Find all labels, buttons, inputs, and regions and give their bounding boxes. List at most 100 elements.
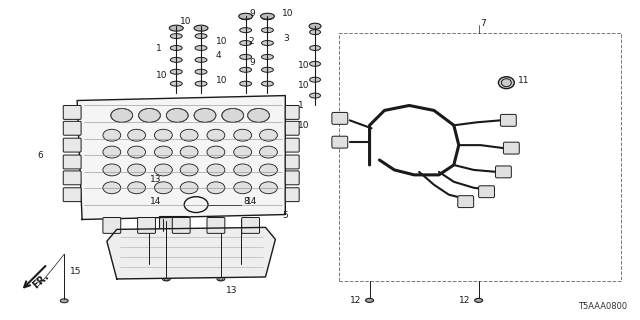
Text: 3: 3 bbox=[284, 34, 289, 43]
Ellipse shape bbox=[170, 34, 182, 39]
Ellipse shape bbox=[180, 164, 198, 176]
Ellipse shape bbox=[154, 164, 172, 176]
Ellipse shape bbox=[240, 67, 252, 72]
Text: 10: 10 bbox=[156, 71, 168, 80]
Ellipse shape bbox=[170, 57, 182, 62]
Ellipse shape bbox=[103, 164, 121, 176]
Ellipse shape bbox=[262, 67, 273, 72]
Ellipse shape bbox=[180, 129, 198, 141]
Text: 10: 10 bbox=[298, 121, 310, 130]
Ellipse shape bbox=[222, 108, 244, 122]
Text: 2: 2 bbox=[248, 36, 254, 45]
Ellipse shape bbox=[234, 129, 252, 141]
FancyBboxPatch shape bbox=[63, 188, 81, 202]
Ellipse shape bbox=[260, 13, 275, 19]
FancyBboxPatch shape bbox=[285, 106, 299, 119]
Ellipse shape bbox=[365, 298, 374, 302]
Ellipse shape bbox=[103, 129, 121, 141]
FancyBboxPatch shape bbox=[138, 218, 156, 233]
Text: 5: 5 bbox=[282, 211, 288, 220]
FancyBboxPatch shape bbox=[172, 218, 190, 233]
Ellipse shape bbox=[234, 182, 252, 194]
FancyBboxPatch shape bbox=[332, 136, 348, 148]
Ellipse shape bbox=[128, 182, 145, 194]
Ellipse shape bbox=[154, 146, 172, 158]
Ellipse shape bbox=[154, 129, 172, 141]
Ellipse shape bbox=[262, 28, 273, 33]
Ellipse shape bbox=[195, 45, 207, 51]
Ellipse shape bbox=[166, 108, 188, 122]
Ellipse shape bbox=[260, 182, 277, 194]
Ellipse shape bbox=[248, 108, 269, 122]
Ellipse shape bbox=[240, 81, 252, 86]
Ellipse shape bbox=[262, 15, 273, 20]
Text: 10: 10 bbox=[282, 9, 294, 18]
Text: 12: 12 bbox=[459, 296, 470, 305]
Text: T5AAA0800: T5AAA0800 bbox=[578, 302, 627, 311]
Text: 15: 15 bbox=[70, 267, 82, 276]
Ellipse shape bbox=[240, 41, 252, 45]
Text: 10: 10 bbox=[216, 36, 227, 45]
Ellipse shape bbox=[207, 164, 225, 176]
Text: 9: 9 bbox=[250, 9, 255, 18]
Text: 14: 14 bbox=[150, 197, 161, 206]
Text: FR.: FR. bbox=[31, 271, 51, 291]
FancyBboxPatch shape bbox=[63, 138, 81, 152]
Text: 8: 8 bbox=[244, 197, 250, 206]
Ellipse shape bbox=[217, 277, 225, 281]
Ellipse shape bbox=[234, 146, 252, 158]
Ellipse shape bbox=[310, 77, 321, 82]
Ellipse shape bbox=[170, 45, 182, 51]
Ellipse shape bbox=[260, 164, 277, 176]
FancyBboxPatch shape bbox=[285, 171, 299, 185]
Ellipse shape bbox=[237, 264, 244, 268]
Ellipse shape bbox=[154, 182, 172, 194]
Ellipse shape bbox=[128, 146, 145, 158]
Ellipse shape bbox=[309, 23, 321, 29]
Ellipse shape bbox=[262, 41, 273, 45]
Ellipse shape bbox=[180, 182, 198, 194]
Ellipse shape bbox=[207, 129, 225, 141]
Ellipse shape bbox=[499, 77, 515, 89]
FancyBboxPatch shape bbox=[63, 106, 81, 119]
Text: 6: 6 bbox=[38, 150, 44, 160]
Text: 10: 10 bbox=[298, 81, 310, 90]
FancyBboxPatch shape bbox=[285, 155, 299, 169]
Ellipse shape bbox=[194, 25, 208, 31]
Ellipse shape bbox=[60, 299, 68, 303]
Ellipse shape bbox=[475, 298, 483, 302]
Ellipse shape bbox=[310, 93, 321, 98]
Ellipse shape bbox=[195, 69, 207, 74]
FancyBboxPatch shape bbox=[63, 155, 81, 169]
Polygon shape bbox=[107, 228, 275, 279]
Ellipse shape bbox=[128, 164, 145, 176]
FancyBboxPatch shape bbox=[504, 142, 519, 154]
Ellipse shape bbox=[262, 54, 273, 60]
Ellipse shape bbox=[139, 108, 161, 122]
Ellipse shape bbox=[310, 61, 321, 66]
Text: 11: 11 bbox=[518, 76, 530, 85]
FancyBboxPatch shape bbox=[285, 138, 299, 152]
FancyBboxPatch shape bbox=[103, 218, 121, 233]
Ellipse shape bbox=[207, 146, 225, 158]
Text: 12: 12 bbox=[349, 296, 361, 305]
Ellipse shape bbox=[180, 146, 198, 158]
Ellipse shape bbox=[170, 81, 182, 86]
FancyBboxPatch shape bbox=[285, 121, 299, 135]
FancyBboxPatch shape bbox=[458, 196, 474, 208]
FancyBboxPatch shape bbox=[63, 121, 81, 135]
Ellipse shape bbox=[260, 129, 277, 141]
Text: 13: 13 bbox=[226, 286, 237, 295]
Ellipse shape bbox=[103, 182, 121, 194]
FancyBboxPatch shape bbox=[495, 166, 511, 178]
Ellipse shape bbox=[145, 264, 154, 268]
Ellipse shape bbox=[234, 164, 252, 176]
Ellipse shape bbox=[170, 25, 183, 31]
Polygon shape bbox=[77, 96, 285, 220]
Bar bbox=[339, 33, 621, 281]
Text: 7: 7 bbox=[481, 19, 486, 28]
Text: 4: 4 bbox=[216, 52, 221, 60]
FancyBboxPatch shape bbox=[207, 218, 225, 233]
Ellipse shape bbox=[310, 45, 321, 51]
FancyBboxPatch shape bbox=[500, 114, 516, 126]
